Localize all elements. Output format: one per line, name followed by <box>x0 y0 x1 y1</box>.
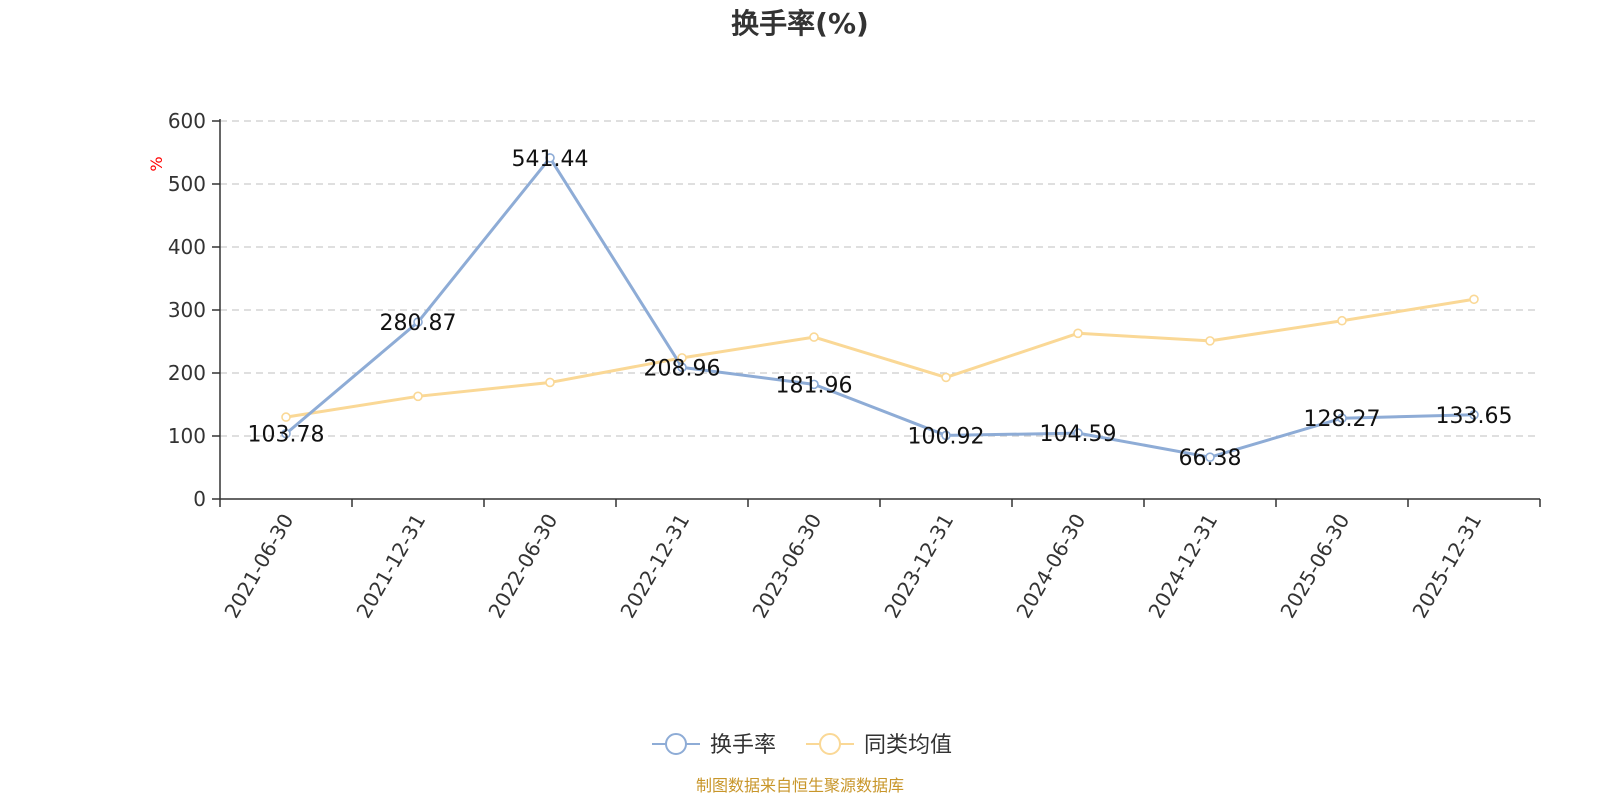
series-point-1[interactable] <box>1469 294 1479 305</box>
x-tick-label: 2023-06-30 <box>747 510 826 623</box>
series-point-1[interactable] <box>941 372 951 383</box>
source-note: 制图数据来自恒生聚源数据库 <box>696 776 904 795</box>
x-tick-label: 2021-06-30 <box>219 510 298 623</box>
series-point-1[interactable] <box>545 377 555 388</box>
data-label: 541.44 <box>512 147 589 172</box>
y-tick-label: 600 <box>168 109 206 133</box>
x-tick-label: 2025-12-31 <box>1407 510 1486 623</box>
data-label: 66.38 <box>1179 446 1242 471</box>
series-point-1[interactable] <box>1337 315 1347 326</box>
x-tick-label: 2023-12-31 <box>879 510 958 623</box>
series-point-0[interactable] <box>545 153 555 163</box>
series-point-0[interactable] <box>941 430 951 441</box>
x-axis-ticks: 2021-06-30 2021-12-31 2022-06-30 2022-12-31… <box>219 499 1541 623</box>
series-point-1[interactable] <box>1205 336 1215 346</box>
y-tick-label: 0 <box>193 487 206 511</box>
series-point-0[interactable] <box>809 379 819 390</box>
legend-label[interactable]: 同类均值 <box>864 733 952 758</box>
series-line-1 <box>285 297 1475 419</box>
data-label: 128.27 <box>1304 407 1381 432</box>
series-point-1[interactable] <box>281 412 291 422</box>
series-point-0[interactable] <box>413 317 423 327</box>
series-group <box>281 153 1479 462</box>
series-point-0[interactable] <box>677 362 687 373</box>
series-point-0[interactable] <box>281 428 291 439</box>
chart-title: 换手率(%) <box>731 7 869 40</box>
series-line-0 <box>285 156 1475 459</box>
data-label: 100.92 <box>908 424 985 449</box>
legend-label[interactable]: 换手率 <box>710 733 776 758</box>
series-point-1[interactable] <box>677 353 687 363</box>
data-label: 133.65 <box>1436 404 1513 429</box>
series-point-0[interactable] <box>1469 410 1479 420</box>
series-point-0[interactable] <box>1205 452 1215 462</box>
y-tick-label: 400 <box>168 235 206 259</box>
legend: 换手率 同类均值 <box>652 733 952 758</box>
series-point-0[interactable] <box>1337 413 1347 423</box>
data-labels: 103.78 280.87 541.44 208.96 181.96 100.92 104.… <box>248 147 1513 471</box>
x-tick-label: 2021-12-31 <box>351 510 430 623</box>
series-point-1[interactable] <box>1073 328 1083 339</box>
y-axis-ticks: 0 100 200 300 400 500 600 <box>168 109 220 511</box>
y-tick-label: 500 <box>168 172 206 196</box>
x-tick-label: 2022-06-30 <box>483 510 562 623</box>
series-point-0[interactable] <box>1073 428 1083 438</box>
data-label: 103.78 <box>248 423 325 448</box>
x-tick-label: 2024-06-30 <box>1011 510 1090 623</box>
legend-swatch-marker <box>819 733 841 755</box>
data-label: 208.96 <box>644 356 721 381</box>
x-tick-label: 2024-12-31 <box>1143 510 1222 623</box>
y-axis-unit: % <box>147 156 166 171</box>
y-tick-label: 200 <box>168 361 206 385</box>
y-tick-label: 100 <box>168 424 206 448</box>
grid-lines <box>220 120 1540 437</box>
series-point-1[interactable] <box>413 391 423 402</box>
y-tick-label: 300 <box>168 298 206 322</box>
axes <box>219 119 1540 500</box>
data-label: 104.59 <box>1040 422 1117 447</box>
x-tick-label: 2025-06-30 <box>1275 510 1354 623</box>
x-tick-label: 2022-12-31 <box>615 510 694 623</box>
data-label: 181.96 <box>776 373 853 398</box>
legend-swatch-marker <box>665 733 687 755</box>
series-point-1[interactable] <box>809 332 819 342</box>
data-label: 280.87 <box>380 311 457 336</box>
